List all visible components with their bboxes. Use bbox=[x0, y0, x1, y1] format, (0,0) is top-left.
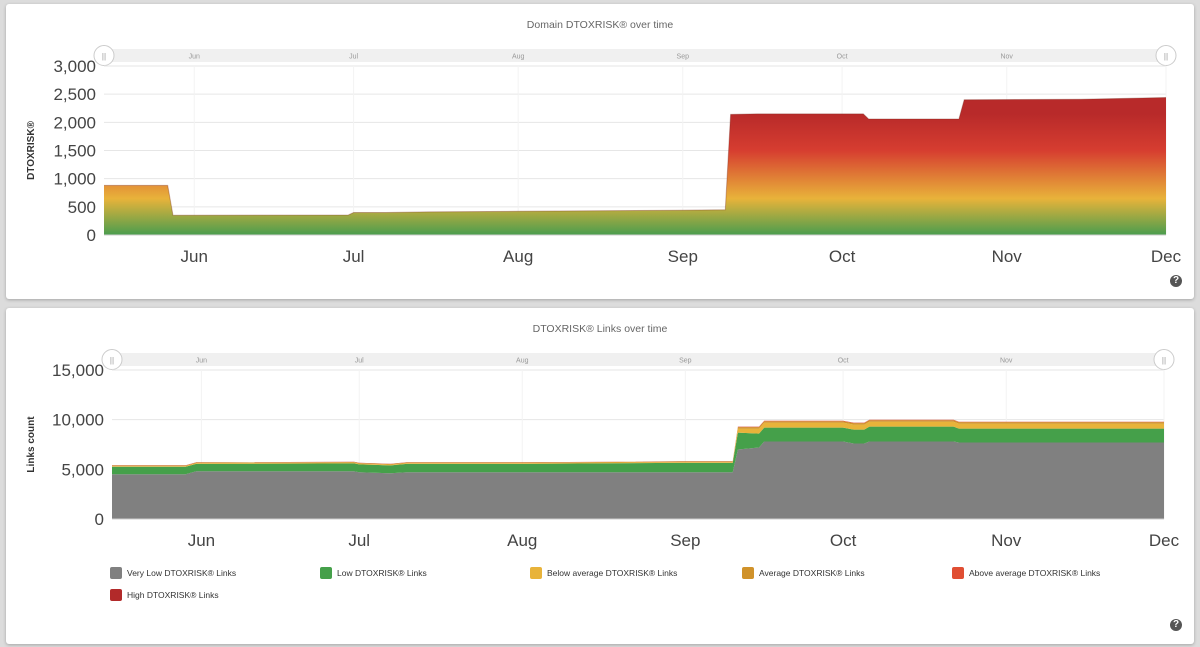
legend-label: Low DTOXRISK® Links bbox=[337, 568, 427, 578]
x-tick-label: Jun bbox=[188, 531, 215, 550]
navigator-month-label: Sep bbox=[679, 358, 692, 365]
y-tick-label: 15,000 bbox=[52, 361, 104, 380]
navigator-month-label: Jun bbox=[189, 54, 200, 61]
x-tick-label: Aug bbox=[507, 531, 537, 550]
legend-swatch bbox=[110, 567, 122, 579]
y-tick-label: 5,000 bbox=[61, 460, 104, 479]
range-handle-right-grip: || bbox=[1164, 52, 1168, 61]
legend-label: Above average DTOXRISK® Links bbox=[969, 568, 1101, 578]
legend-swatch bbox=[952, 567, 964, 579]
y-tick-label: 0 bbox=[95, 510, 104, 529]
range-handle-left-grip: || bbox=[102, 52, 106, 61]
y-tick-label: 2,000 bbox=[53, 113, 96, 132]
navigator-month-label: Nov bbox=[1000, 54, 1013, 61]
navigator-month-label: Aug bbox=[512, 54, 525, 61]
navigator-month-label: Sep bbox=[677, 54, 690, 61]
chart-title: DTOXRISK® Links over time bbox=[533, 323, 668, 335]
legend-label: Below average DTOXRISK® Links bbox=[547, 568, 678, 578]
risk-area bbox=[104, 97, 1166, 235]
range-handle-right-grip: || bbox=[1162, 356, 1166, 365]
x-tick-label: Jul bbox=[348, 531, 370, 550]
x-tick-label: Dec bbox=[1151, 247, 1182, 266]
legend-swatch bbox=[110, 589, 122, 601]
x-tick-label: Dec bbox=[1149, 531, 1180, 550]
navigator-month-label: Jun bbox=[196, 358, 207, 365]
legend-item[interactable]: Low DTOXRISK® Links bbox=[320, 566, 427, 580]
y-tick-label: 1,500 bbox=[53, 142, 96, 161]
navigator-month-label: Oct bbox=[837, 54, 848, 61]
risk-chart: Domain DTOXRISK® over time Jun Jul Aug Sep Oc… bbox=[26, 19, 1182, 266]
x-tick-label: Jun bbox=[181, 247, 208, 266]
y-tick-label: 3,000 bbox=[53, 57, 96, 76]
legend-item[interactable]: Average DTOXRISK® Links bbox=[742, 566, 865, 580]
legend-item[interactable]: Above average DTOXRISK® Links bbox=[952, 566, 1100, 580]
y-tick-label: 10,000 bbox=[52, 411, 104, 430]
y-axis-label: Links count bbox=[26, 416, 37, 473]
legend-item[interactable]: Very Low DTOXRISK® Links bbox=[110, 566, 236, 580]
y-tick-label: 500 bbox=[68, 198, 96, 217]
risk-line bbox=[104, 97, 1167, 216]
chart-legend: Very Low DTOXRISK® Links Low DTOXRISK® Li… bbox=[110, 566, 1170, 610]
x-tick-label: Nov bbox=[991, 531, 1022, 550]
y-tick-label: 2,500 bbox=[53, 85, 96, 104]
y-tick-label: 1,000 bbox=[53, 170, 96, 189]
help-icon[interactable]: ? bbox=[1170, 275, 1182, 287]
series-area bbox=[112, 426, 1164, 475]
navigator-month-label: Jul bbox=[355, 358, 364, 365]
x-tick-label: Sep bbox=[668, 247, 698, 266]
x-tick-label: Aug bbox=[503, 247, 533, 266]
links-chart: DTOXRISK® Links over time Jun Jul Aug Sep Oct… bbox=[26, 323, 1180, 550]
x-tick-label: Oct bbox=[829, 247, 856, 266]
y-axis-label: DTOXRISK® bbox=[26, 120, 37, 179]
x-tick-label: Nov bbox=[992, 247, 1023, 266]
x-tick-label: Oct bbox=[830, 531, 857, 550]
navigator-month-label: Jul bbox=[349, 54, 358, 61]
chart-title: Domain DTOXRISK® over time bbox=[527, 19, 674, 31]
legend-label: Very Low DTOXRISK® Links bbox=[127, 568, 237, 578]
navigator-month-label: Nov bbox=[1000, 358, 1013, 365]
legend-label: High DTOXRISK® Links bbox=[127, 590, 219, 600]
help-icon[interactable]: ? bbox=[1170, 619, 1182, 631]
legend-item[interactable]: High DTOXRISK® Links bbox=[110, 588, 219, 602]
legend-swatch bbox=[742, 567, 754, 579]
links-chart-panel: DTOXRISK® Links over time Jun Jul Aug Sep Oct… bbox=[6, 308, 1194, 644]
legend-swatch bbox=[320, 567, 332, 579]
range-navigator bbox=[104, 49, 1166, 62]
x-tick-label: Sep bbox=[670, 531, 700, 550]
navigator-month-label: Oct bbox=[838, 358, 849, 365]
legend-swatch bbox=[530, 567, 542, 579]
y-tick-label: 0 bbox=[87, 226, 96, 245]
risk-chart-panel: Domain DTOXRISK® over time Jun Jul Aug Sep Oc… bbox=[6, 4, 1194, 299]
legend-label: Average DTOXRISK® Links bbox=[759, 568, 865, 578]
series-area bbox=[112, 441, 1164, 519]
x-tick-label: Jul bbox=[343, 247, 365, 266]
series-area bbox=[112, 421, 1164, 467]
navigator-month-label: Aug bbox=[516, 358, 529, 365]
range-handle-left-grip: || bbox=[110, 356, 114, 365]
range-navigator bbox=[112, 353, 1164, 366]
legend-item[interactable]: Below average DTOXRISK® Links bbox=[530, 566, 677, 580]
